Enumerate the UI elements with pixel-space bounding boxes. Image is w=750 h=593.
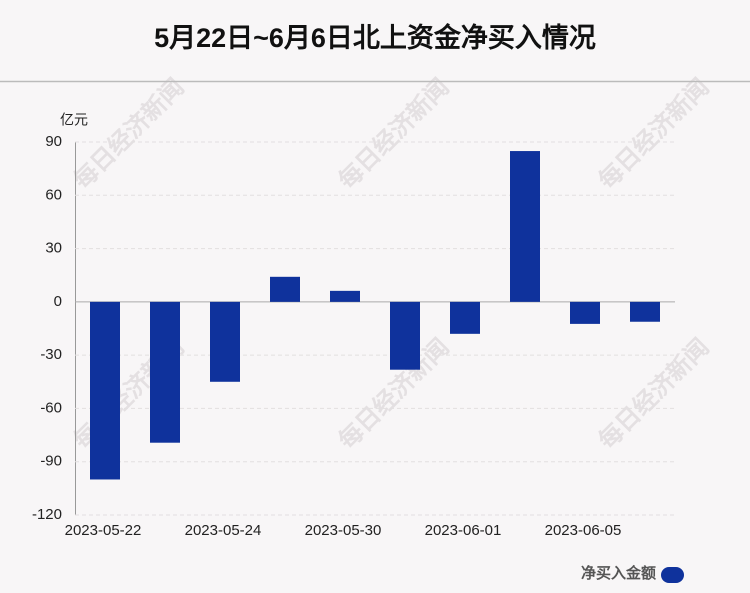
legend-swatch [661, 567, 684, 583]
y-tick-label: -30 [40, 346, 62, 363]
bar [630, 301, 660, 322]
legend-label: 净买入金额 [581, 564, 656, 582]
y-tick-label: 0 [54, 293, 62, 310]
chart-title: 5月22日~6月6日北上资金净买入情况 [154, 22, 596, 53]
bar [150, 301, 180, 443]
y-tick-label: -60 [40, 399, 62, 416]
bar [270, 276, 300, 302]
x-tick-label: 2023-06-01 [425, 522, 502, 539]
y-tick-label: -120 [32, 506, 62, 523]
bar [210, 301, 240, 382]
y-tick-label: 90 [45, 133, 62, 150]
bar [570, 301, 600, 324]
y-tick-label: 30 [45, 240, 62, 257]
y-tick-label: 60 [45, 186, 62, 203]
bar [450, 301, 480, 334]
y-axis-unit: 亿元 [60, 112, 88, 128]
bar [390, 301, 420, 370]
x-tick-label: 2023-05-22 [65, 522, 142, 539]
bar [90, 301, 120, 480]
x-tick-label: 2023-06-05 [545, 522, 622, 539]
bar [510, 151, 540, 302]
bar [330, 290, 360, 302]
y-tick-label: -90 [40, 453, 62, 470]
x-tick-label: 2023-05-30 [305, 522, 382, 539]
x-tick-label: 2023-05-24 [185, 522, 262, 539]
